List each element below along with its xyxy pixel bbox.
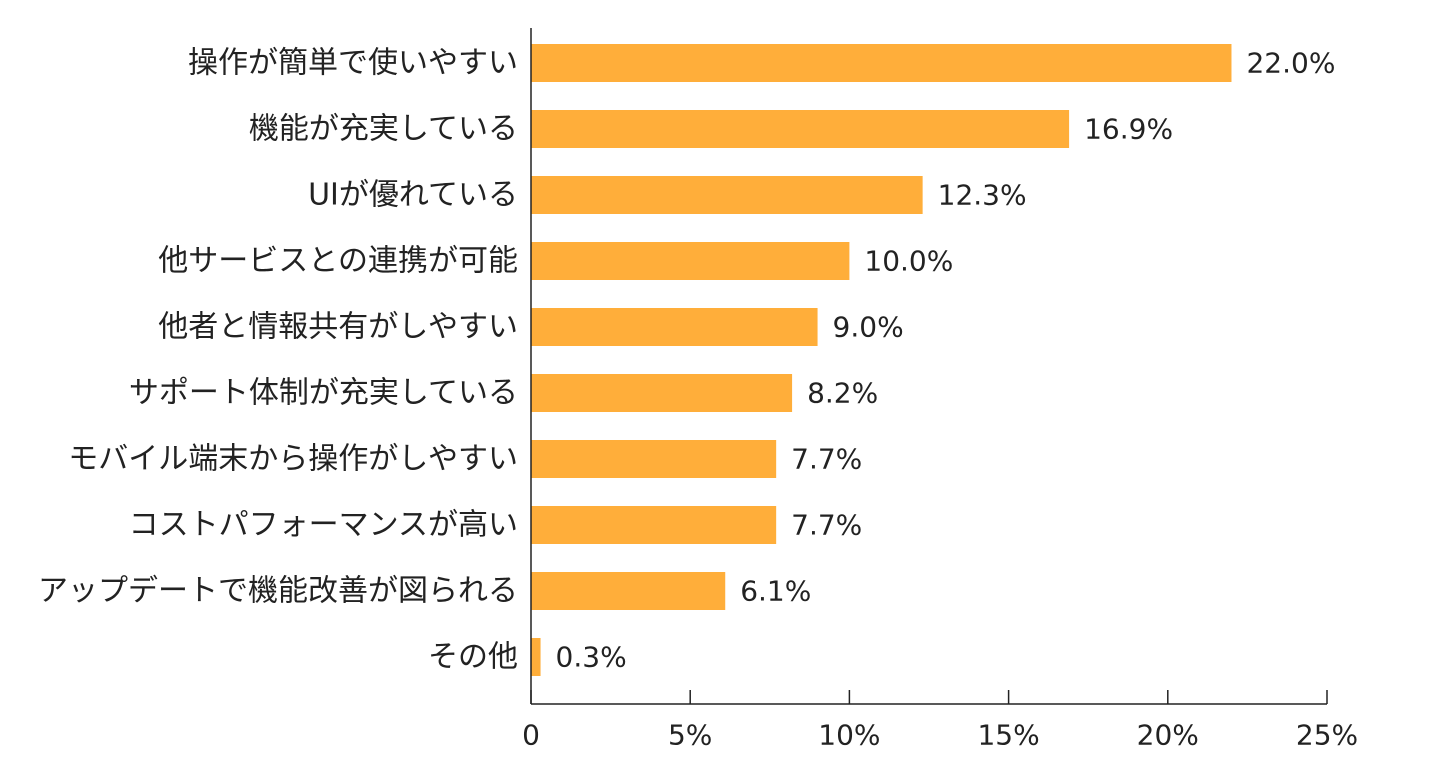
value-label-6: 7.7% <box>791 443 862 476</box>
bar-4 <box>531 308 818 346</box>
x-tick-label-2: 10% <box>818 719 880 752</box>
bar-9 <box>531 638 541 676</box>
bar-2 <box>531 176 923 214</box>
value-label-1: 16.9% <box>1084 113 1173 146</box>
value-label-8: 6.1% <box>740 575 811 608</box>
bar-5 <box>531 374 793 412</box>
value-label-0: 22.0% <box>1246 47 1335 80</box>
value-label-2: 12.3% <box>938 179 1027 212</box>
category-label-9: その他 <box>428 640 518 675</box>
bar-6 <box>531 440 777 478</box>
category-label-6: モバイル端末から操作がしやすい <box>68 442 518 477</box>
bar-0 <box>531 44 1232 82</box>
category-label-7: コストパフォーマンスが高い <box>129 508 518 543</box>
bar-7 <box>531 506 777 544</box>
x-tick-label-3: 15% <box>977 719 1039 752</box>
value-label-3: 10.0% <box>864 245 953 278</box>
category-label-8: アップデートで機能改善が図られる <box>38 574 518 609</box>
value-label-7: 7.7% <box>791 509 862 542</box>
category-label-1: 機能が充実している <box>249 112 518 147</box>
value-label-5: 8.2% <box>807 377 878 410</box>
labels-layer: 操作が簡単で使いやすい 22.0% 機能が充実している 16.9% UIが優れている 12… <box>38 46 1335 675</box>
x-tick-label-1: 5% <box>668 719 712 752</box>
x-tick-label-0: 0 <box>522 719 540 752</box>
category-label-3: 他サービスとの連携が可能 <box>158 244 518 279</box>
bar-1 <box>531 110 1070 148</box>
category-label-2: UIが優れている <box>308 178 518 213</box>
category-label-0: 操作が簡単で使いやすい <box>188 46 518 81</box>
x-tick-label-4: 20% <box>1137 719 1199 752</box>
category-label-5: サポート体制が充実している <box>129 376 518 411</box>
bar-3 <box>531 242 850 280</box>
value-label-4: 9.0% <box>833 311 904 344</box>
bar-8 <box>531 572 726 610</box>
x-tick-label-5: 25% <box>1296 719 1358 752</box>
value-label-9: 0.3% <box>556 641 627 674</box>
bars-layer <box>531 44 1232 676</box>
category-label-4: 他者と情報共有がしやすい <box>158 310 518 345</box>
axis-layer: 0 5% 10% 15% 20% 25% <box>522 28 1358 752</box>
